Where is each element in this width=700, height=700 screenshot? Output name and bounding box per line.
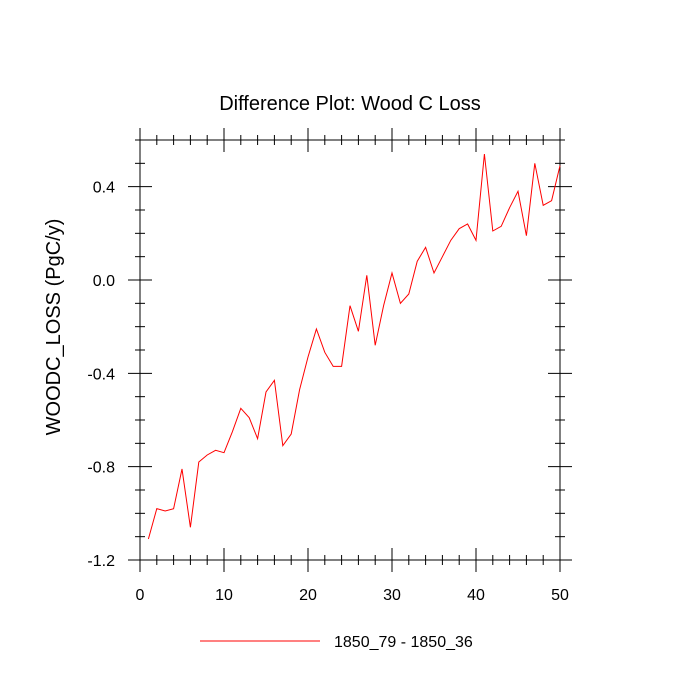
y-tick-label: 0.0 <box>93 273 115 290</box>
y-tick-label: -1.2 <box>87 553 115 570</box>
x-tick-label: 30 <box>383 587 401 604</box>
x-tick-label: 20 <box>299 587 317 604</box>
y-tick-label: -0.4 <box>87 366 115 383</box>
y-axis-title: WOODC_LOSS (PgC/y) <box>43 219 65 436</box>
x-tick-label: 50 <box>551 587 569 604</box>
chart-title: Difference Plot: Wood C Loss <box>219 93 481 115</box>
axis-ticks <box>128 128 572 572</box>
x-tick-label: 40 <box>467 587 485 604</box>
plot-frame <box>139 139 561 561</box>
x-tick-label: 0 <box>136 587 145 604</box>
legend: 1850_79 - 1850_36 <box>200 634 473 651</box>
axis-tick-labels: 0 10 20 30 40 50 -1.2 -0.8 -0.4 0.0 0.4 <box>87 180 569 604</box>
y-tick-label: -0.8 <box>87 460 115 477</box>
y-tick-label: 0.4 <box>93 180 115 197</box>
series-layer <box>147 153 561 540</box>
x-tick-label: 10 <box>215 587 233 604</box>
series-line <box>147 153 561 540</box>
legend-label: 1850_79 - 1850_36 <box>334 634 473 651</box>
